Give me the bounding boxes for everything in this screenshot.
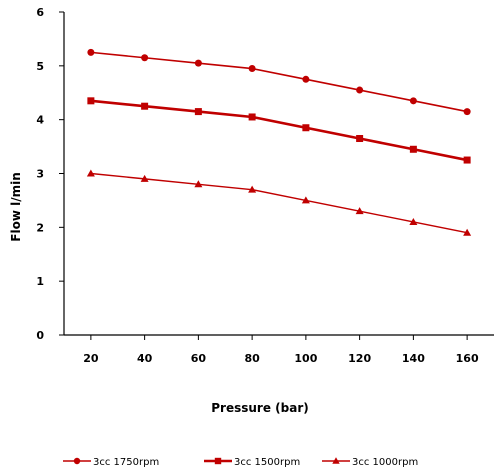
series-2 <box>87 97 471 164</box>
data-point <box>87 97 95 105</box>
data-point <box>87 48 95 56</box>
data-point <box>248 65 256 73</box>
data-point <box>194 59 202 67</box>
legend-marker <box>214 457 222 465</box>
data-point <box>194 108 202 116</box>
data-point <box>355 207 364 215</box>
data-point <box>248 113 256 121</box>
data-point <box>302 124 310 132</box>
series-line <box>90 172 468 234</box>
y-tick-label: 3 <box>36 168 44 181</box>
data-point <box>463 108 471 116</box>
data-point <box>141 102 149 110</box>
data-point <box>140 174 149 182</box>
data-point <box>409 97 417 105</box>
x-axis-title: Pressure (bar) <box>211 401 309 415</box>
y-tick-label: 0 <box>36 329 44 342</box>
data-point <box>301 196 310 204</box>
data-point <box>356 86 364 94</box>
data-point <box>356 135 364 143</box>
legend-label: 3cc 1000rpm <box>352 457 418 468</box>
legend-label: 3cc 1750rpm <box>93 457 159 468</box>
axes <box>59 11 494 340</box>
legend-item: 3cc 1000rpm <box>322 457 418 468</box>
series-line <box>90 51 468 113</box>
x-tick-label: 40 <box>137 352 153 365</box>
y-tick-label: 5 <box>36 60 44 73</box>
tick-labels: 0 1 2 3 4 5 6 20 40 60 80 100 120 140 160 <box>36 6 479 365</box>
x-tick-label: 20 <box>83 352 99 365</box>
x-tick-label: 60 <box>191 352 207 365</box>
x-tick-label: 80 <box>244 352 260 365</box>
data-point <box>302 75 310 83</box>
legend-marker <box>332 457 340 464</box>
y-tick-label: 6 <box>36 6 44 19</box>
x-tick-label: 140 <box>402 352 425 365</box>
data-point <box>141 54 149 62</box>
legend-label: 3cc 1500rpm <box>234 457 300 468</box>
data-point <box>86 169 95 177</box>
data-point <box>248 185 257 193</box>
legend-marker <box>73 457 81 465</box>
y-tick-label: 1 <box>36 275 44 288</box>
data-point <box>463 228 472 236</box>
series-1 <box>87 48 471 116</box>
y-tick-label: 2 <box>36 221 44 234</box>
data-point <box>194 180 203 188</box>
data-point <box>463 156 471 164</box>
legend: 3cc 1750rpm 3cc 1500rpm 3cc 1000rpm <box>63 457 418 468</box>
series-line <box>90 99 468 162</box>
y-axis-title: Flow l/min <box>9 172 23 241</box>
x-tick-label: 160 <box>456 352 479 365</box>
x-tick-label: 100 <box>294 352 317 365</box>
data-point <box>409 217 418 225</box>
series-3 <box>86 169 472 236</box>
data-point <box>409 145 417 153</box>
legend-item: 3cc 1750rpm <box>63 457 159 468</box>
y-tick-label: 4 <box>36 114 44 127</box>
legend-item: 3cc 1500rpm <box>204 457 300 468</box>
series-layer <box>86 48 472 236</box>
x-tick-label: 120 <box>348 352 371 365</box>
